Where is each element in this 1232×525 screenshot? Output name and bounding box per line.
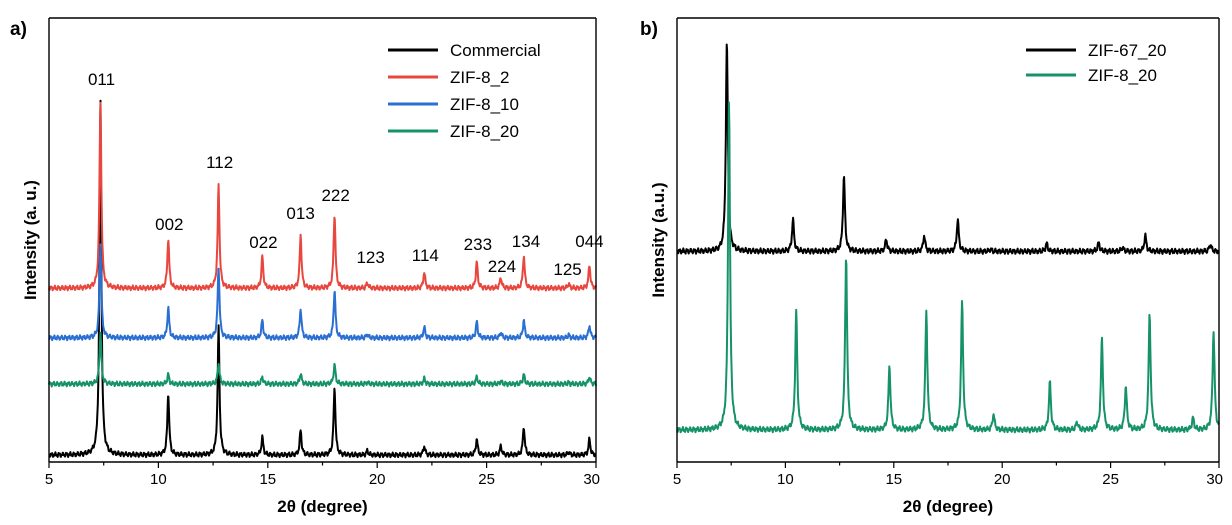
x-tick-label: 15 (259, 471, 276, 488)
legend-label: ZIF-8_20 (1088, 66, 1157, 85)
x-axis-title: 2θ (degree) (277, 497, 367, 516)
x-tick-label: 20 (994, 471, 1011, 488)
peak-index-label: 222 (321, 186, 349, 205)
series-line-zif-8-10 (48, 243, 597, 342)
y-axis-title: Intensity (a.u.) (649, 182, 668, 297)
peak-index-label: 002 (155, 215, 183, 234)
peak-index-label: 114 (412, 246, 439, 265)
peak-index-label: 125 (553, 260, 581, 279)
peak-index-label: 134 (512, 232, 540, 251)
x-tick-label: 30 (583, 471, 600, 488)
series-line-commercial (48, 99, 597, 459)
legend-label: ZIF-8_10 (450, 95, 519, 114)
peak-index-label: 044 (575, 232, 603, 251)
panel-label: a) (10, 19, 27, 40)
series-line-zif-8-2 (48, 101, 597, 292)
chart-panel-a: 5 10 15 20 25 30 2θ (degree) Intensity (a. u.) a… (10, 17, 604, 516)
peak-index-label: 123 (356, 248, 384, 267)
peak-index-label: 013 (286, 204, 314, 223)
series-line-zif-8-20 (48, 331, 597, 388)
x-tick-label: 10 (150, 471, 167, 488)
x-tick-label: 25 (1102, 471, 1119, 488)
x-tick-label: 15 (885, 471, 902, 488)
x-tick-label: 10 (777, 471, 794, 488)
x-tick-label: 5 (45, 471, 53, 488)
peak-index-label: 112 (206, 153, 233, 172)
legend-label: Commercial (450, 41, 541, 60)
peak-index-label: 233 (464, 235, 492, 254)
legend-label: ZIF-67_20 (1088, 41, 1166, 60)
x-tick-label: 25 (478, 471, 495, 488)
legend-label: ZIF-8_20 (450, 122, 519, 141)
chart-panel-b: 5 10 15 20 25 30 2θ (degree) Intensity (a.u.) b)… (640, 17, 1223, 516)
peak-index-label: 022 (249, 233, 277, 252)
y-axis-title: Intensity (a. u.) (21, 180, 40, 300)
x-tick-label: 20 (369, 471, 386, 488)
peak-index-label: 011 (88, 70, 115, 89)
x-tick-label: 5 (673, 471, 681, 488)
x-tick-label: 30 (1206, 471, 1223, 488)
x-axis-title: 2θ (degree) (903, 497, 993, 516)
peak-index-label: 224 (488, 257, 516, 276)
series-line-zif-67-20 (676, 43, 1220, 255)
series-line-zif-8-20 (676, 101, 1220, 434)
legend-label: ZIF-8_2 (450, 68, 510, 87)
panel-label: b) (640, 19, 658, 40)
